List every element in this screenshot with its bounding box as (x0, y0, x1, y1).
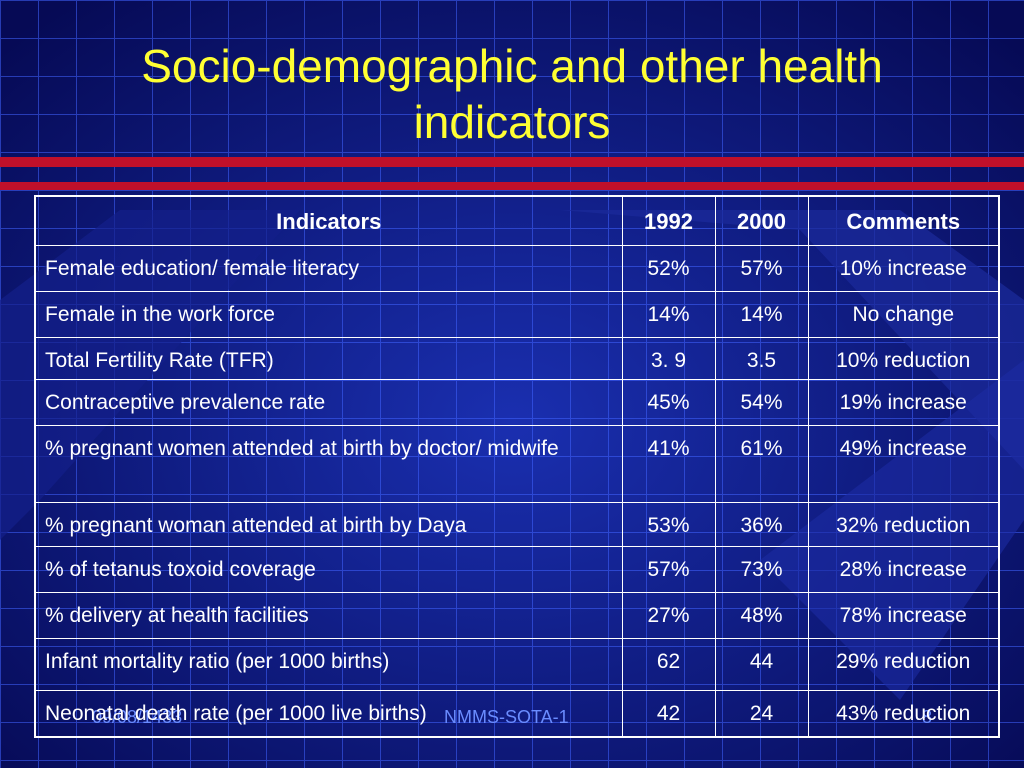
table-row: % pregnant woman attended at birth by Da… (34, 502, 1000, 547)
value-2000-cell: 57% (714, 245, 809, 292)
comment-cell: 49% increase (807, 425, 1000, 503)
value-1992-cell: 14% (621, 291, 716, 338)
comment-cell: 28% increase (807, 546, 1000, 593)
value-1992-cell: 45% (621, 379, 716, 426)
value-2000-cell: 3.5 (714, 337, 809, 380)
value-1992-cell: 57% (621, 546, 716, 593)
title-line-2: indicators (413, 96, 611, 148)
table-row: Neonatal death rate (per 1000 live birth… (34, 690, 1000, 737)
value-1992-cell: 53% (621, 502, 716, 547)
header-indicators: Indicators (34, 195, 623, 246)
comment-cell: 10% reduction (807, 337, 1000, 380)
header-comments: Comments (807, 195, 1000, 246)
value-2000-cell: 61% (714, 425, 809, 503)
value-1992-cell: 3. 9 (621, 337, 716, 380)
slide-title: Socio-demographic and other health indic… (0, 38, 1024, 150)
value-2000-cell: 48% (714, 592, 809, 639)
header-2000: 2000 (714, 195, 809, 246)
value-1992-cell: 42 (621, 690, 716, 737)
comment-cell: 78% increase (807, 592, 1000, 639)
table-header-row: Indicators 1992 2000 Comments (34, 195, 1000, 246)
indicator-cell: Total Fertility Rate (TFR) (34, 337, 623, 380)
comment-cell: 10% increase (807, 245, 1000, 292)
table-row: % pregnant women attended at birth by do… (34, 425, 1000, 503)
table-row: Contraceptive prevalence rate 45% 54% 19… (34, 379, 1000, 426)
table-row: % delivery at health facilities 27% 48% … (34, 592, 1000, 639)
table-row: Total Fertility Rate (TFR) 3. 9 3.5 10% … (34, 337, 1000, 380)
value-2000-cell: 73% (714, 546, 809, 593)
table-row: Female education/ female literacy 52% 57… (34, 245, 1000, 292)
value-1992-cell: 52% (621, 245, 716, 292)
table-row: % of tetanus toxoid coverage 57% 73% 28%… (34, 546, 1000, 593)
value-1992-cell: 62 (621, 638, 716, 691)
indicator-cell: % pregnant women attended at birth by do… (34, 425, 623, 503)
comment-cell: 29% reduction (807, 638, 1000, 691)
value-2000-cell: 14% (714, 291, 809, 338)
value-1992-cell: 41% (621, 425, 716, 503)
value-2000-cell: 36% (714, 502, 809, 547)
value-2000-cell: 54% (714, 379, 809, 426)
title-line-1: Socio-demographic and other health (141, 40, 883, 92)
indicators-table: Indicators 1992 2000 Comments Female edu… (34, 195, 1000, 738)
table-row: Infant mortality ratio (per 1000 births)… (34, 638, 1000, 691)
indicators-table-container: Indicators 1992 2000 Comments Female edu… (34, 195, 1000, 738)
header-1992: 1992 (621, 195, 716, 246)
indicator-cell: % of tetanus toxoid coverage (34, 546, 623, 593)
indicator-cell: Infant mortality ratio (per 1000 births) (34, 638, 623, 691)
indicator-cell: Neonatal death rate (per 1000 live birth… (34, 690, 623, 737)
indicator-cell: % pregnant woman attended at birth by Da… (34, 502, 623, 547)
value-2000-cell: 24 (714, 690, 809, 737)
comment-cell: No change (807, 291, 1000, 338)
indicator-cell: % delivery at health facilities (34, 592, 623, 639)
value-2000-cell: 44 (714, 638, 809, 691)
comment-cell: 19% increase (807, 379, 1000, 426)
comment-cell: 32% reduction (807, 502, 1000, 547)
indicator-cell: Female in the work force (34, 291, 623, 338)
indicator-cell: Female education/ female literacy (34, 245, 623, 292)
comment-cell: 43% reduction (807, 690, 1000, 737)
table-row: Female in the work force 14% 14% No chan… (34, 291, 1000, 338)
indicator-cell: Contraceptive prevalence rate (34, 379, 623, 426)
value-1992-cell: 27% (621, 592, 716, 639)
